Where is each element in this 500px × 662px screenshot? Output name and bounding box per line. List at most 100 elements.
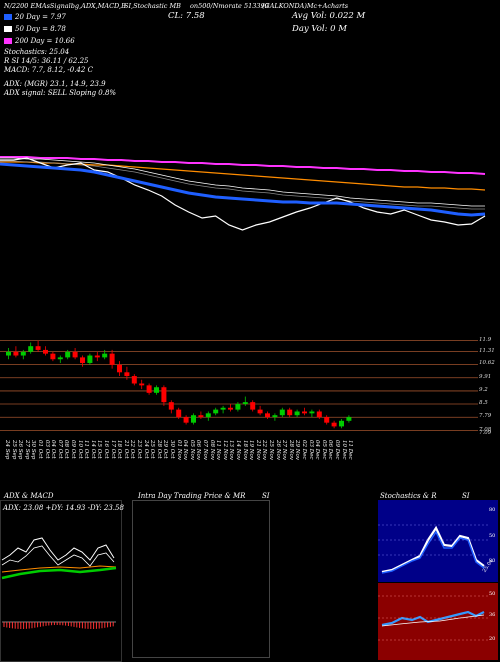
candle-body	[80, 357, 85, 363]
header-title-c: on500/Nmorate 513399	[190, 2, 269, 10]
candle-body	[331, 422, 337, 427]
price-axis-label: 9.2	[479, 386, 488, 393]
candle-body	[65, 351, 71, 358]
price-axis-label: 9.91	[479, 373, 492, 380]
legend-ma200: 200 Day = 10.66	[4, 37, 75, 45]
ma50-line	[0, 157, 485, 207]
header-title-part1: N/2200 EMAsSignalbg,ADX,MACD,B	[4, 2, 126, 10]
ma-grey-line	[0, 160, 485, 210]
candle-body	[339, 420, 344, 427]
candle-body	[87, 355, 93, 363]
candle-body	[302, 411, 307, 414]
ma20-swatch-icon	[4, 14, 12, 20]
adx-signal: ADX signal: SELL Sloping 0.8%	[4, 89, 117, 97]
candle-body	[205, 413, 211, 418]
ma50-swatch-icon	[4, 26, 12, 32]
stoch-panel-title: Stochastics & R	[380, 492, 437, 500]
rsi-axis-50: 50	[489, 591, 496, 597]
candle-body	[139, 383, 145, 386]
candle-body	[28, 346, 34, 352]
candle-body	[191, 415, 196, 423]
intraday-panel-title-b: SI	[262, 492, 270, 500]
candle-body	[324, 417, 330, 423]
candle-body	[6, 351, 11, 356]
candle-body	[35, 346, 41, 350]
candle-body	[316, 411, 322, 418]
candle-body	[50, 353, 56, 360]
day-volume: Day Vol: 0 M	[292, 24, 347, 34]
candle-body	[309, 411, 315, 414]
rsi-signal-line	[381, 614, 485, 627]
adx-line-b	[1, 545, 115, 567]
candle-body	[294, 411, 300, 416]
candle-body	[168, 402, 174, 410]
candle-body	[235, 404, 241, 410]
candle-body	[257, 409, 263, 414]
candle-body	[57, 357, 63, 360]
candle-body	[20, 351, 26, 356]
candle-body	[279, 409, 285, 416]
adx-readout: ADX: (MGR) 23.1, 14.9, 23.9	[4, 80, 106, 88]
candle-body	[146, 385, 152, 393]
candle-body	[250, 402, 256, 410]
candle-body	[242, 402, 248, 405]
intraday-panel-title: Intra Day Trading Price & MR	[138, 492, 246, 500]
ma200-line	[0, 156, 486, 175]
legend-ma50-text: 50 Day = 8.78	[15, 25, 66, 33]
stoch-axis-20: 20	[489, 558, 496, 564]
ma20-line	[0, 162, 486, 217]
adx-panel: ADX: 23.08 +DY: 14.93 -DY: 23.58	[0, 500, 124, 662]
rsi-readout: R SI 14/5: 36.11 / 62.25	[4, 57, 89, 65]
adx-values: ADX: 23.08 +DY: 14.93 -DY: 23.58	[3, 504, 124, 512]
candle-body	[228, 407, 233, 410]
candle-body	[72, 351, 78, 358]
adx-green-line	[1, 566, 117, 580]
header-title-d: (GALKONDA)Mc+Acharts	[262, 2, 349, 10]
stoch-axis-50: 50	[489, 533, 496, 539]
candle-body	[287, 409, 293, 416]
candle-body	[117, 364, 122, 373]
price-axis-label: 10.62	[479, 360, 495, 367]
candle-body	[131, 376, 137, 384]
intraday-panel	[132, 500, 270, 658]
macd-readout: MACD: 7.7, 8.12, -0.42 C	[4, 66, 93, 74]
legend-ma20: 20 Day = 7.97	[4, 13, 66, 21]
close-label: CL: 7.58	[168, 11, 205, 21]
candle-body	[13, 351, 19, 356]
adx-orange-line	[1, 565, 117, 573]
price-axis-label: 8.5	[479, 400, 488, 407]
candle-body	[94, 355, 100, 358]
candle-body	[213, 409, 219, 414]
adx-line-a	[1, 537, 115, 561]
stoch-k-line	[381, 525, 485, 574]
price-line	[0, 157, 486, 231]
candle-body	[102, 353, 108, 358]
candle-body	[124, 372, 130, 377]
ma200-swatch-icon	[4, 38, 12, 44]
header-title-b: SI,Stochastic MB	[124, 2, 181, 10]
stoch-panel-title-b: SI	[462, 492, 470, 500]
price-axis-label: 7.79	[479, 413, 492, 420]
candle-body	[43, 349, 48, 354]
ma-orange-line	[0, 161, 486, 191]
candle-body	[346, 417, 352, 421]
rsi-axis-20: 20	[489, 636, 496, 642]
avg-volume: Avg Vol: 0.022 M	[292, 11, 366, 21]
candle-body	[183, 417, 189, 423]
candle-body	[265, 413, 270, 418]
rsi-value-tag: 36	[489, 612, 496, 618]
candle-body	[272, 415, 278, 418]
stoch-readout: Stochastics: 25.04	[4, 48, 70, 56]
candle-body	[220, 407, 226, 410]
candle-body	[161, 387, 167, 403]
price-axis-label: 7.09	[479, 430, 492, 436]
price-axis-label: 7.08	[479, 426, 492, 433]
price-axis-label: 11.9	[479, 336, 492, 343]
rsi-line	[381, 610, 485, 627]
stoch-axis-80: 80	[489, 507, 496, 513]
header-title: N/2200 EMAsSignalbg,ADX,MACD,B	[4, 2, 126, 11]
price-axis-label: 11.31	[479, 347, 495, 354]
candle-body	[176, 409, 182, 418]
